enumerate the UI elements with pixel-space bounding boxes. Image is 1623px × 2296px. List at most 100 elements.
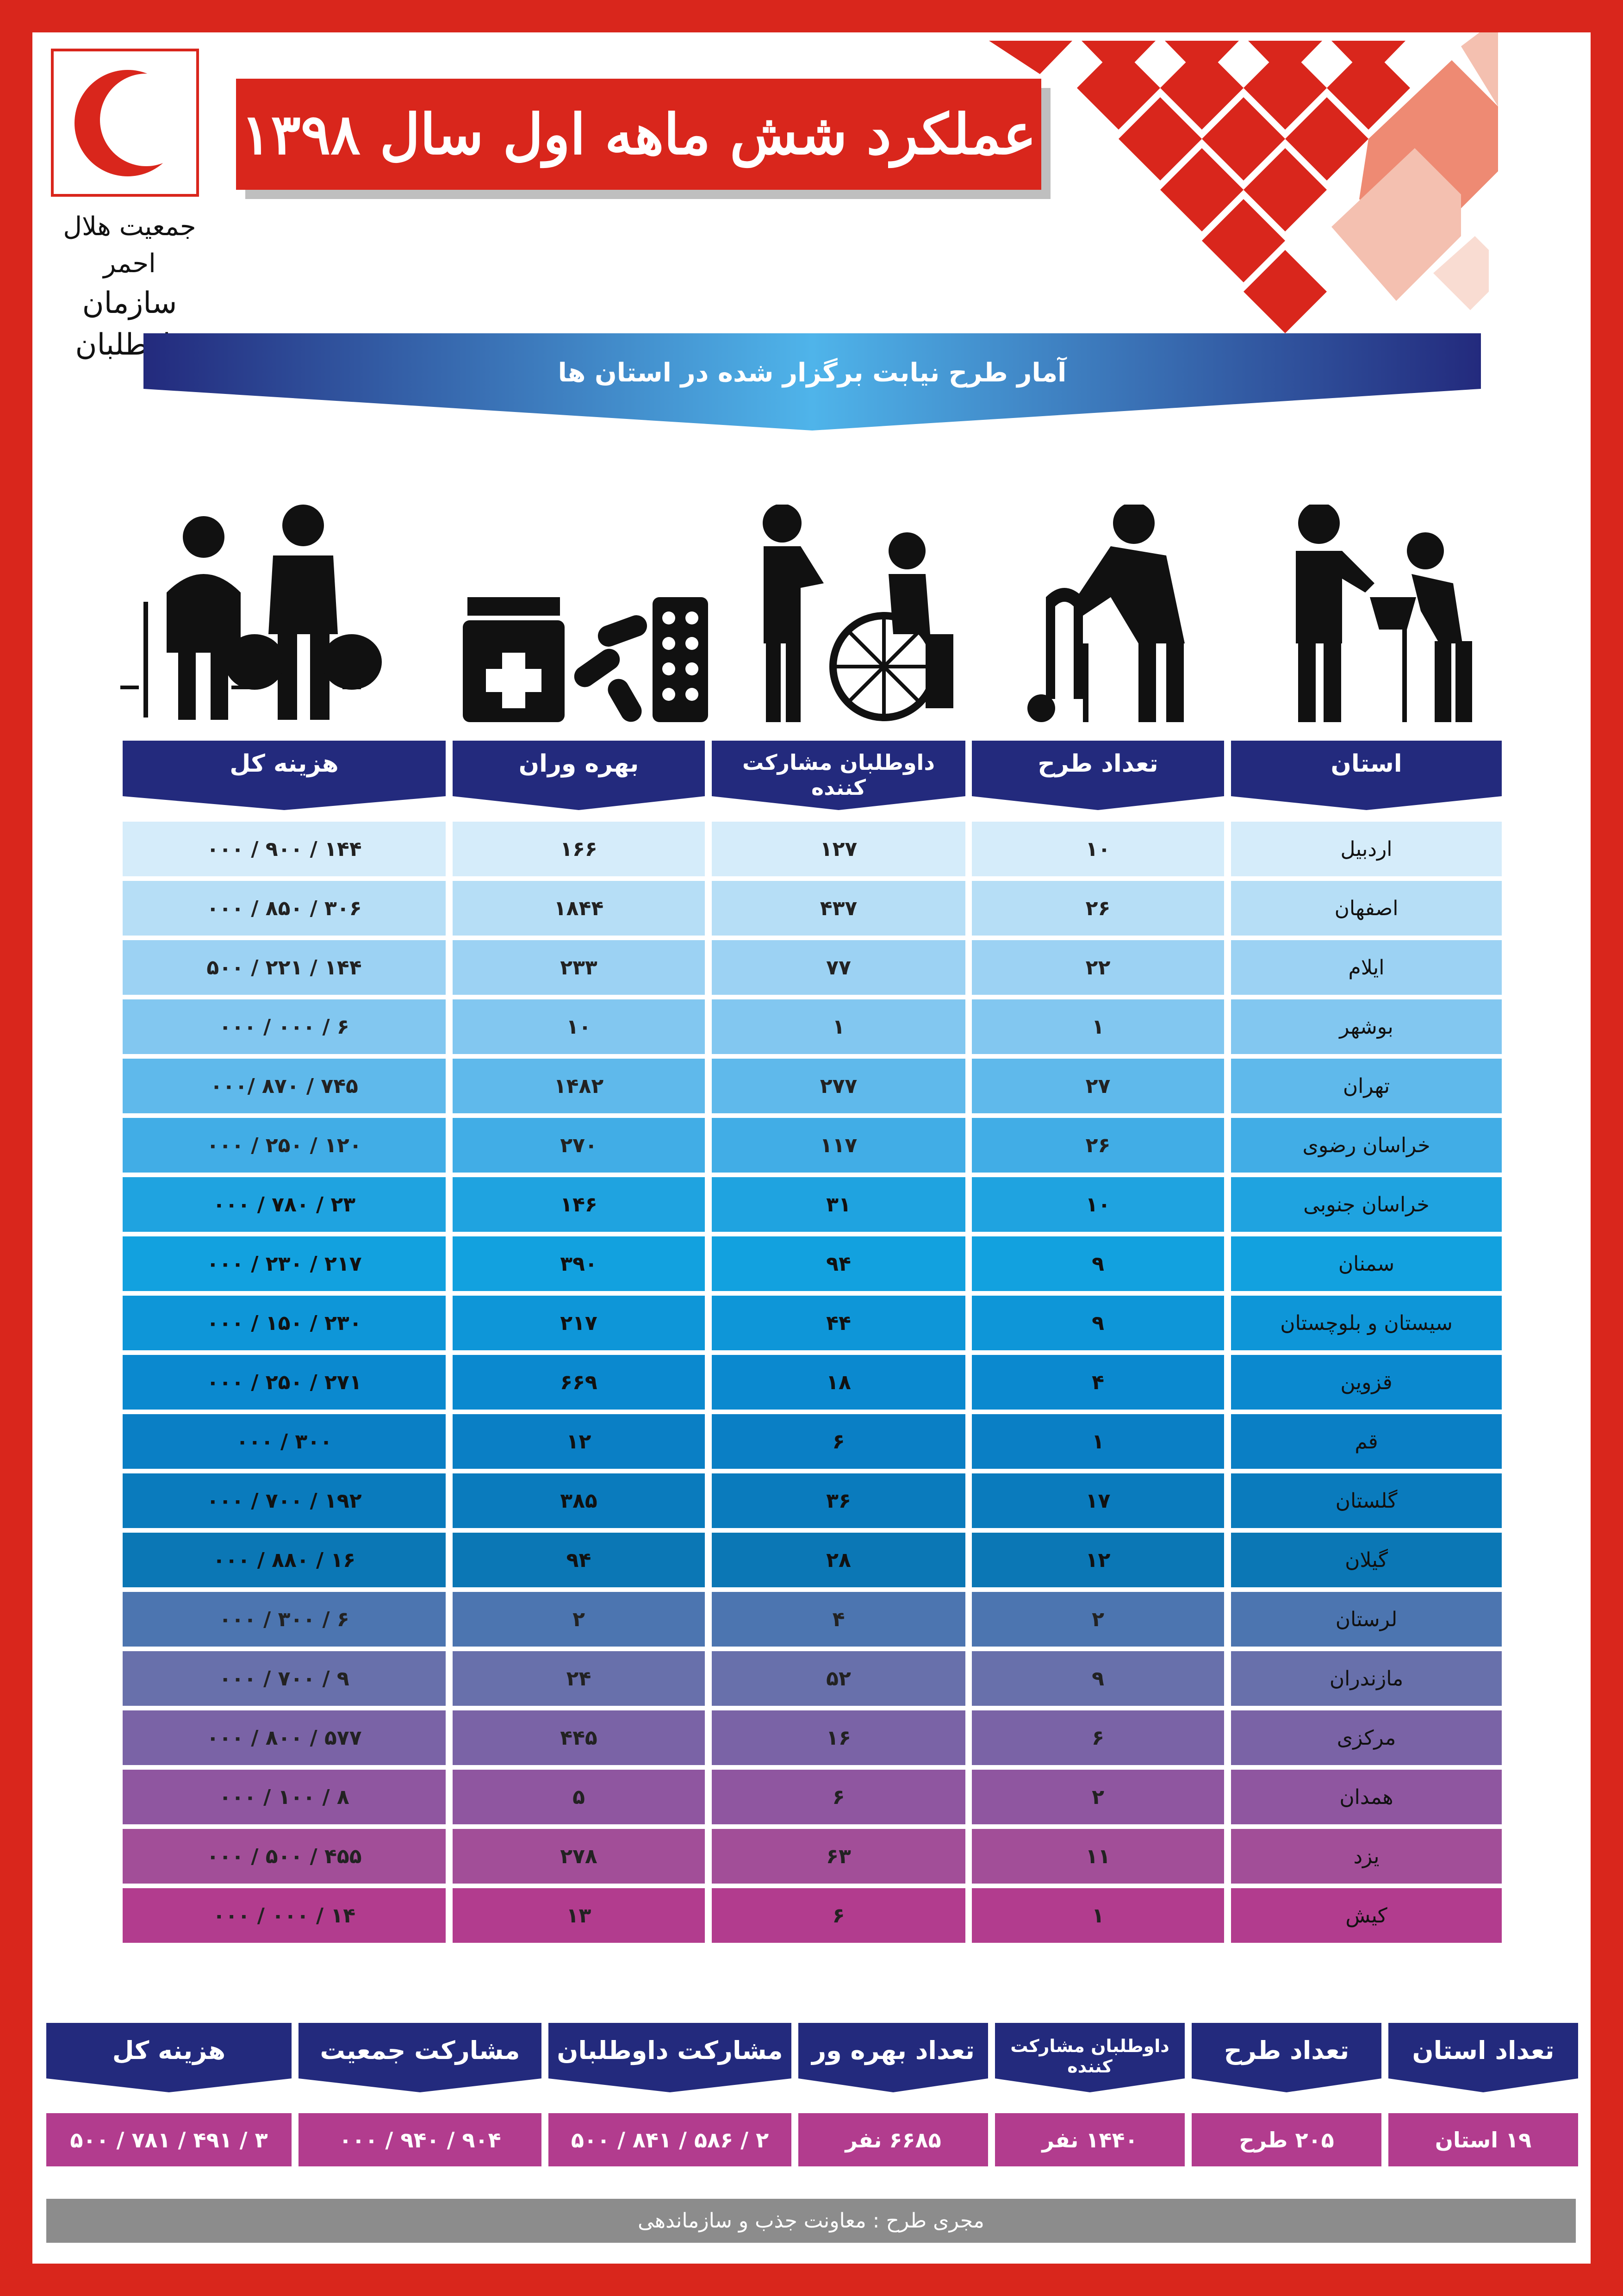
province-name-cell: سمنان [1231,1236,1502,1291]
province-name-cell: مازندران [1231,1651,1502,1706]
food-basket-giving-icon [1296,505,1472,722]
table-cell: ۲۷۷ [712,1059,965,1113]
table-cell: ۱ [972,1888,1224,1943]
crescent-icon [75,70,193,176]
table-cell: ۱۸ [712,1355,965,1410]
province-name-cell: یزد [1231,1829,1502,1884]
page-title: عملکرد شش ماهه اول سال ۱۳۹۸ [236,79,1041,190]
table-header-label: داوطلبان مشارکت کننده [742,750,935,800]
province-name-cell: اردبیل [1231,822,1502,876]
table-cell: ۴۵۵ / ۵۰۰ / ۰۰۰ [123,1829,446,1884]
table-cell: ۵۲ [712,1651,965,1706]
table-cell: ۷۷ [712,940,965,995]
summary-header-label: مشارکت داوطلبان [557,2036,783,2065]
summary-header-label: تعداد استان [1412,2036,1555,2065]
summary-header-label: هزینه کل [112,2036,226,2065]
table-cell: ۲۶ [972,1118,1224,1173]
province-name-cell: کیش [1231,1888,1502,1943]
summary-header-label: داوطلبان مشارکت کننده [1010,2036,1169,2077]
summary-value: ۳ / ۴۹۱ / ۷۸۱ / ۵۰۰ [46,2113,292,2166]
table-cell: ۱۱ [972,1829,1224,1884]
table-cell: ۶ [712,1770,965,1824]
province-name-cell: قزوین [1231,1355,1502,1410]
table-cell: ۱۸۴۴ [453,881,705,936]
table-cell: ۳۰۶ / ۸۵۰ / ۰۰۰ [123,881,446,936]
table-header-label: هزینه کل [230,750,339,778]
table-cell: ۲۸ [712,1533,965,1587]
table-cell: ۲۷۱ / ۲۵۰ / ۰۰۰ [123,1355,446,1410]
table-cell: ۹ [972,1236,1224,1291]
table-cell: ۵ [453,1770,705,1824]
table-header-3: بهره وران [453,741,705,810]
province-name-cell: بوشهر [1231,999,1502,1054]
summary-value: ۱۹ استان [1388,2113,1578,2166]
red-crescent-logo [51,49,199,197]
table-header-1: تعداد طرح [972,741,1224,810]
table-cell: ۴۴۵ [453,1710,705,1765]
table-cell: ۶۳ [712,1829,965,1884]
table-cell: ۱۰ [972,822,1224,876]
table-cell: ۹۴ [453,1533,705,1587]
table-cell: ۳۸۵ [453,1473,705,1528]
elderly-couple-with-bags-icon [120,505,426,720]
table-cell: ۲۱۷ / ۲۳۰ / ۰۰۰ [123,1236,446,1291]
table-cell: ۲۳ / ۷۸۰ / ۰۰۰ [123,1177,446,1232]
province-name-cell: مرکزی [1231,1710,1502,1765]
table-cell: ۶ / ۳۰۰ / ۰۰۰ [123,1592,446,1647]
table-cell: ۹ / ۷۰۰ / ۰۰۰ [123,1651,446,1706]
province-name-cell: لرستان [1231,1592,1502,1647]
table-cell: ۱۴۴ / ۲۲۱ / ۵۰۰ [123,940,446,995]
table-header-4: هزینه کل [123,741,446,810]
table-cell: ۷۴۵ / ۸۷۰ /۰۰۰ [123,1059,446,1113]
summary-header-label: تعداد طرح [1224,2036,1349,2065]
summary-value: ۲۰۵ طرح [1192,2113,1381,2166]
table-cell: ۱ [712,999,965,1054]
table-cell: ۶ / ۰۰۰ / ۰۰۰ [123,999,446,1054]
table-cell: ۲۶ [972,881,1224,936]
wheelchair-helper-icon [763,505,953,722]
table-cell: ۲۷ [972,1059,1224,1113]
province-name-cell: قم [1231,1414,1502,1469]
table-cell: ۶ [712,1888,965,1943]
summary-value: ۹۰۴ / ۹۴۰ / ۰۰۰ [298,2113,541,2166]
table-cell: ۲۷۸ [453,1829,705,1884]
table-cell: ۱ [972,999,1224,1054]
summary-value: ۱۴۴۰ نفر [995,2113,1185,2166]
table-cell: ۳۱ [712,1177,965,1232]
summary-header-2: داوطلبان مشارکت کننده [995,2023,1185,2092]
summary-header-4: مشارکت داوطلبان [548,2023,791,2092]
table-cell: ۲۳۳ [453,940,705,995]
table-cell: ۲۷۰ [453,1118,705,1173]
table-cell: ۶ [972,1710,1224,1765]
table-cell: ۲۳۰ / ۱۵۰ / ۰۰۰ [123,1296,446,1350]
table-cell: ۶ [712,1414,965,1469]
table-cell: ۴ [972,1355,1224,1410]
table-cell: ۱ [972,1414,1224,1469]
province-name-cell: همدان [1231,1770,1502,1824]
province-name-cell: ایلام [1231,940,1502,995]
table-cell: ۴ [712,1592,965,1647]
province-name-cell: گلستان [1231,1473,1502,1528]
table-header-0: استان [1231,741,1502,810]
province-name-cell: تهران [1231,1059,1502,1113]
table-cell: ۸ / ۱۰۰ / ۰۰۰ [123,1770,446,1824]
table-cell: ۹۴ [712,1236,965,1291]
table-header-label: تعداد طرح [1038,750,1158,778]
table-cell: ۳۰۰ / ۰۰۰ [123,1414,446,1469]
province-name-cell: سیستان و بلوچستان [1231,1296,1502,1350]
table-cell: ۴۳۷ [712,881,965,936]
medicine-icon [463,597,708,722]
province-name-cell: اصفهان [1231,881,1502,936]
table-cell: ۱۶ / ۸۸۰ / ۰۰۰ [123,1533,446,1587]
poster: جمعیت هلال احمر سازمان داوطلبان عملکرد ش… [32,32,1591,2264]
summary-header-1: تعداد طرح [1192,2023,1381,2092]
org-line-1: جمعیت هلال احمر [63,212,196,279]
subtitle: آمار طرح نیابت برگزار شده در استان ها [558,357,1067,388]
table-cell: ۱۲ [453,1414,705,1469]
table-cell: ۱۹۲ / ۷۰۰ / ۰۰۰ [123,1473,446,1528]
table-cell: ۲۴ [453,1651,705,1706]
table-cell: ۱۶۶ [453,822,705,876]
table-cell: ۲۲ [972,940,1224,995]
summary-header-0: تعداد استان [1388,2023,1578,2092]
table-cell: ۱۴۸۲ [453,1059,705,1113]
